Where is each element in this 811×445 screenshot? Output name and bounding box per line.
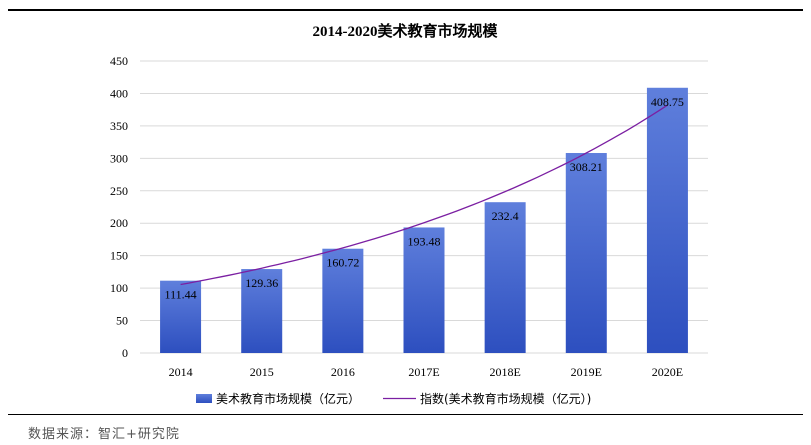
y-tick-label: 350 xyxy=(110,119,128,133)
source-note: 数据来源：智汇+研究院 xyxy=(28,427,180,442)
bar-value-label: 129.36 xyxy=(245,276,278,290)
y-tick-label: 300 xyxy=(110,151,128,165)
y-tick-label: 150 xyxy=(110,249,128,263)
x-tick-label: 2014 xyxy=(169,365,193,379)
bar xyxy=(160,280,202,353)
bars xyxy=(160,87,688,354)
trendline xyxy=(180,104,668,286)
legend-bar-swatch xyxy=(196,394,212,403)
bottom-rule xyxy=(8,414,803,415)
x-axis-ticks: 2014 2015 2016 2017E 2018E 2019E 2020E xyxy=(169,365,684,379)
bar-value-label: 232.4 xyxy=(492,209,519,223)
y-tick-label: 0 xyxy=(122,346,128,360)
bar-value-label: 160.72 xyxy=(326,256,359,270)
bar xyxy=(646,87,688,354)
y-tick-label: 250 xyxy=(110,184,128,198)
y-tick-label: 100 xyxy=(110,281,128,295)
bar-value-label: 111.44 xyxy=(165,288,197,302)
x-tick-label: 2017E xyxy=(408,365,439,379)
bar-value-label: 308.21 xyxy=(570,160,603,174)
trendline-path xyxy=(180,104,668,286)
x-tick-label: 2019E xyxy=(571,365,602,379)
bar xyxy=(484,202,526,353)
y-tick-label: 400 xyxy=(110,86,128,100)
grid-lines xyxy=(140,60,708,354)
data-labels: 111.44 129.36 160.72 193.48 232.4 308.21 408.7… xyxy=(165,95,684,302)
x-tick-label: 2020E xyxy=(652,365,683,379)
bar-value-label: 408.75 xyxy=(651,95,684,109)
legend-trend-label: 指数(美术教育市场规模（亿元）) xyxy=(420,391,591,406)
bar xyxy=(241,269,283,353)
x-tick-label: 2018E xyxy=(489,365,520,379)
y-tick-label: 200 xyxy=(110,216,128,230)
bar-value-label: 193.48 xyxy=(408,234,441,248)
chart-title: 2014-2020美术教育市场规模 xyxy=(313,22,499,40)
legend: 美术教育市场规模（亿元） 指数(美术教育市场规模（亿元）) xyxy=(196,391,591,406)
bar xyxy=(565,153,607,353)
x-tick-label: 2016 xyxy=(331,365,355,379)
bar xyxy=(322,248,364,353)
top-rule xyxy=(8,9,803,11)
x-tick-label: 2015 xyxy=(250,365,274,379)
bar xyxy=(403,227,445,353)
legend-bar-label: 美术教育市场规模（亿元） xyxy=(216,391,360,406)
y-axis-ticks: 0 50 100 150 200 250 300 350 400 450 xyxy=(110,54,128,360)
y-tick-label: 450 xyxy=(110,54,128,68)
y-tick-label: 50 xyxy=(116,314,128,328)
